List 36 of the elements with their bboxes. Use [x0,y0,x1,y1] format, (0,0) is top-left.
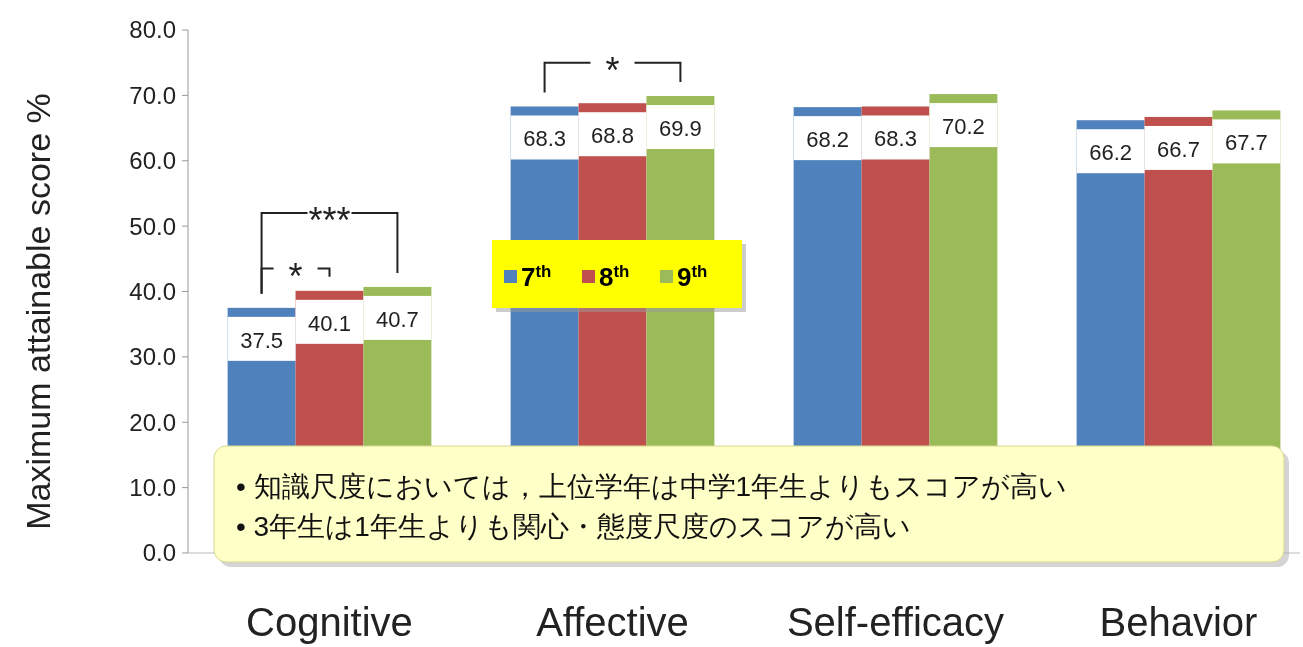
y-axis-title: Maximum attainable score % [19,93,57,530]
data-label: 66.7 [1157,136,1200,162]
data-label: 67.7 [1225,130,1268,156]
y-tick-label: 70.0 [129,81,176,109]
data-label: 68.2 [806,127,849,153]
legend-label: 8$^{th}$ [599,261,630,292]
significance-bracket: * [260,255,331,297]
data-label: 68.3 [523,126,566,152]
legend-label: 9$^{th}$ [677,261,708,292]
significance-bracket: * [543,49,682,94]
x-tick-label: Affective [536,600,689,644]
y-tick-label: 10.0 [129,474,176,502]
y-tick-label: 20.0 [129,408,176,436]
data-label: 68.3 [874,126,917,152]
data-label: 68.8 [591,123,634,149]
y-tick-label: 0.0 [142,539,176,567]
y-tick-label: 50.0 [129,212,176,240]
data-label: 69.9 [659,116,702,142]
data-label: 66.2 [1089,140,1132,166]
y-tick-label: 40.0 [129,277,176,305]
annotation: *** [308,200,351,242]
data-label: 70.2 [942,114,985,140]
legend-label: 7$^{th}$ [521,261,552,292]
y-tick-label: 80.0 [129,16,176,44]
x-tick-label: Cognitive [246,600,413,644]
data-label: 40.7 [376,306,419,332]
annotation: • 3年生は1年生よりも関心・態度尺度のスコアが高い [236,511,911,542]
data-label: 37.5 [240,327,283,353]
annotation: * [605,49,620,91]
annotation: * [288,255,303,297]
annotation: • 知識尺度においては，上位学年は中学1年生よりもスコアが高い [236,471,1068,502]
y-tick-label: 60.0 [129,147,176,175]
data-label: 40.1 [308,310,351,336]
y-tick-label: 30.0 [129,343,176,371]
x-tick-label: Self-efficacy [786,600,1005,644]
x-tick-label: Behavior [1099,600,1258,644]
